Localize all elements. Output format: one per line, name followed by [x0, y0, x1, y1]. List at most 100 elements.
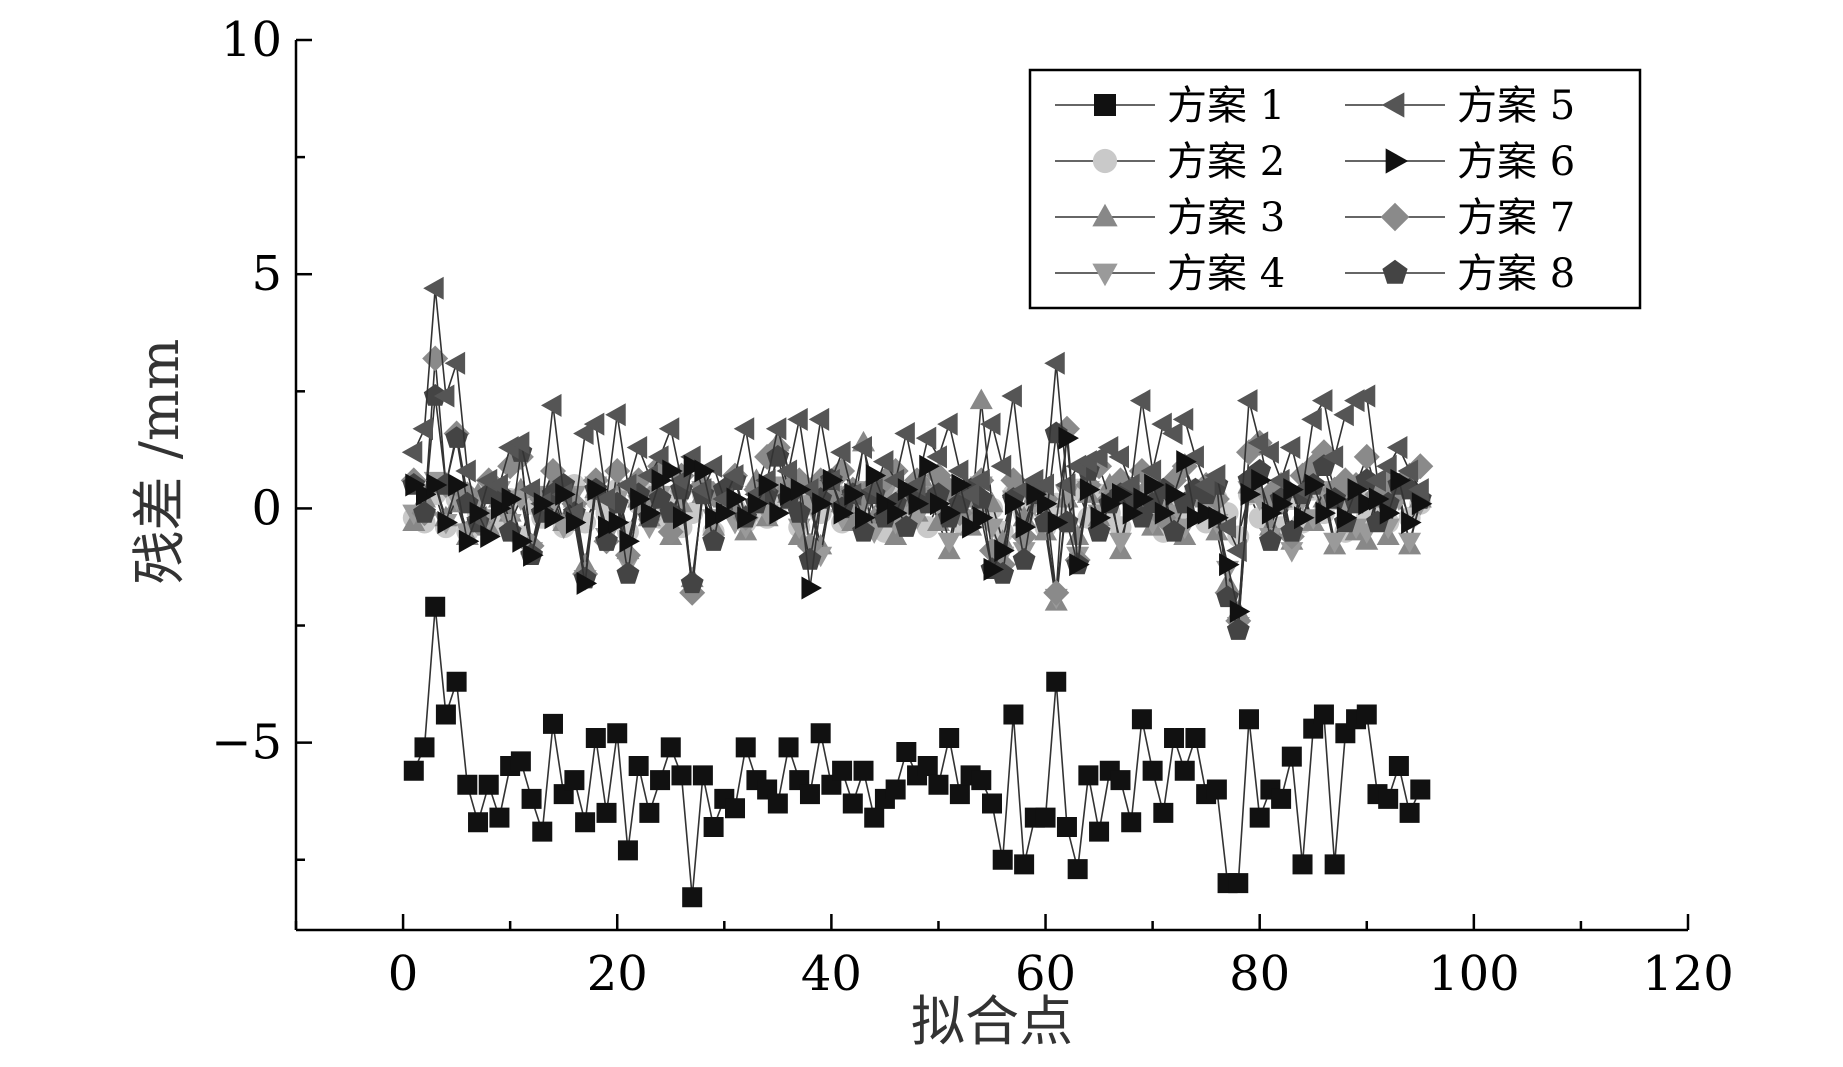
series-6-point [619, 529, 640, 553]
series-1-point [1399, 802, 1420, 823]
series-6 [405, 426, 1433, 623]
series-6-point [1015, 515, 1037, 539]
series-1-point [542, 713, 563, 734]
y-tick-label: 0 [251, 480, 282, 536]
series-4-point [787, 518, 811, 540]
series-1-point [1313, 704, 1334, 725]
series-8-point [616, 562, 640, 584]
series-5-point [1087, 445, 1108, 469]
series-1-point [832, 760, 853, 781]
series-6-point [490, 496, 512, 520]
x-tick-label: 40 [801, 946, 862, 1002]
series-5-point [583, 412, 605, 436]
series-6-point [1186, 506, 1208, 530]
series-6-point [662, 459, 683, 483]
series-7-point [1043, 579, 1070, 606]
series-1-point [575, 812, 596, 833]
legend-item-5: 方案 5 [1345, 83, 1575, 129]
series-6-point [501, 487, 523, 511]
series-5-point [1258, 440, 1279, 464]
series-6-point [1358, 492, 1379, 516]
legend-label: 方案 1 [1167, 83, 1285, 129]
series-5-point [401, 440, 423, 464]
series-1-point [1378, 788, 1399, 809]
series-5-point [990, 454, 1012, 478]
series-6-point [1272, 492, 1294, 516]
series-5-point [1397, 459, 1419, 483]
series-1-point [489, 807, 510, 828]
series-6-point [469, 501, 491, 525]
legend-marker [1382, 259, 1408, 284]
series-1-point [457, 774, 478, 795]
series-5-point [1365, 468, 1386, 492]
series-1-point [949, 784, 970, 805]
series-6-point [897, 478, 919, 502]
series-1 [403, 596, 1431, 908]
series-6-point [405, 473, 426, 497]
series-6-point [972, 506, 994, 530]
series-5-point [947, 459, 969, 483]
series-1-point [1046, 671, 1067, 692]
series-4-point [1323, 532, 1347, 554]
x-axis-title: 拟合点 [911, 990, 1073, 1053]
series-1-point [639, 802, 660, 823]
series-1-point [992, 849, 1013, 870]
series-6-point [1037, 492, 1058, 516]
legend-item-1: 方案 1 [1055, 83, 1285, 129]
series-1-point [939, 727, 960, 748]
series-6-point [415, 482, 437, 506]
series-6-point [1133, 487, 1154, 511]
series-1-point [617, 840, 638, 861]
series-6-point [1368, 487, 1390, 511]
series-6-point [523, 543, 544, 567]
series-6-point [458, 529, 480, 553]
series-6-point [683, 454, 705, 478]
series-6-point [1026, 482, 1047, 506]
series-6-point [1229, 599, 1251, 623]
series-6-point [544, 506, 565, 530]
series-5-point [1247, 431, 1269, 455]
series-6-point [887, 501, 908, 525]
series-6-point [705, 506, 726, 530]
series-6-point [1165, 482, 1187, 506]
series-5-point [1301, 407, 1322, 431]
series-5-point [1215, 515, 1237, 539]
series-6-point [630, 487, 651, 511]
legend-item-7: 方案 7 [1345, 195, 1575, 241]
series-6-point [908, 492, 930, 516]
series-5-point [1140, 459, 1162, 483]
series-1-point [1121, 812, 1142, 833]
series-6-point [448, 473, 469, 497]
series-1-point [703, 816, 724, 837]
series-1-point [799, 784, 820, 805]
legend-marker [1092, 263, 1118, 287]
series-1-point [1249, 807, 1270, 828]
series-4-point [1398, 532, 1422, 554]
series-1-point [521, 788, 542, 809]
series-5-point [1322, 445, 1344, 469]
x-tick-label: 120 [1642, 946, 1734, 1002]
series-1-point [478, 774, 499, 795]
series-6-point [994, 539, 1015, 563]
series-8-point [445, 426, 468, 448]
series-1-point [1078, 765, 1099, 786]
series-1-point [1206, 779, 1227, 800]
series-6-point [876, 492, 897, 516]
series-1-point [414, 737, 435, 758]
series-6-point [1208, 506, 1229, 530]
series-5-point [1333, 403, 1354, 427]
y-tick-label: 10 [221, 12, 282, 68]
series-5-point [444, 351, 466, 375]
legend-label: 方案 5 [1457, 83, 1575, 129]
series-6-point [1047, 510, 1069, 534]
series-6-point [855, 506, 876, 530]
series-6-point [758, 473, 780, 497]
series-1-point [1110, 770, 1131, 791]
series-6-point [555, 482, 576, 506]
series-6-point [640, 501, 662, 525]
series-3-point [969, 388, 993, 410]
series-5-point [915, 426, 937, 450]
series-6-point [822, 468, 844, 492]
series-4-point [1108, 532, 1132, 554]
